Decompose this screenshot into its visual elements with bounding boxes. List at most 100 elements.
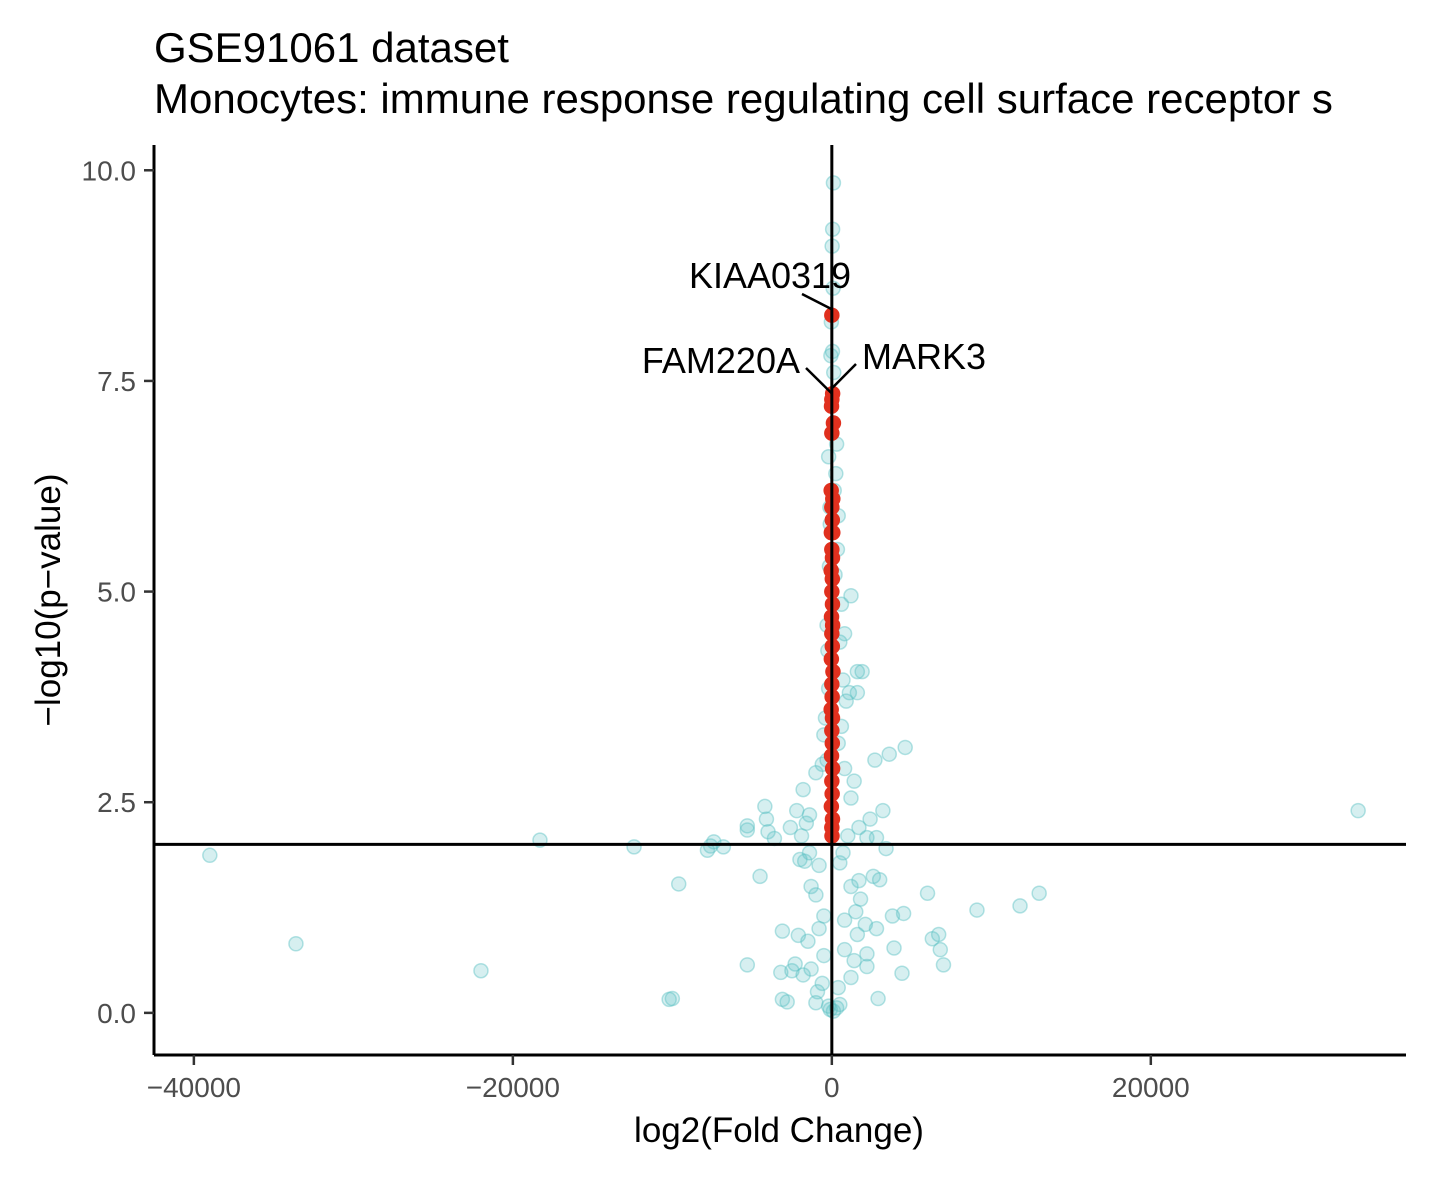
background-point	[859, 946, 875, 962]
background-point	[897, 739, 913, 756]
background-point	[811, 920, 827, 937]
x-tick-label: −40000	[147, 1072, 241, 1103]
background-point	[816, 947, 832, 964]
y-tick-label: 10.0	[82, 155, 137, 186]
background-point	[739, 822, 756, 838]
background-point	[760, 823, 776, 840]
background-point	[803, 878, 819, 895]
background-point	[664, 990, 681, 1007]
background-point	[935, 957, 952, 973]
background-point	[808, 764, 824, 781]
background-point	[825, 364, 842, 381]
background-point	[796, 853, 813, 869]
background-point	[857, 916, 874, 933]
background-point	[757, 798, 773, 815]
background-point	[774, 991, 791, 1008]
background-point	[739, 957, 756, 973]
background-point	[288, 936, 304, 952]
background-point	[1031, 885, 1047, 901]
background-point	[865, 868, 882, 885]
annotation-leader-line	[805, 367, 833, 395]
background-point	[793, 828, 810, 844]
background-point	[811, 857, 827, 874]
chart-title: GSE91061 dataset	[154, 24, 509, 71]
background-point	[790, 927, 807, 944]
background-point	[1012, 898, 1028, 914]
background-point	[841, 684, 858, 701]
y-tick-label: 2.5	[97, 787, 136, 818]
background-point	[752, 868, 768, 885]
y-axis-ticks: 0.0 2.5 5.0 7.5 10.0	[82, 155, 154, 1029]
background-point	[739, 818, 756, 834]
x-tick-label: −20000	[466, 1072, 560, 1103]
background-point	[788, 802, 805, 819]
background-point	[848, 904, 864, 920]
background-point	[202, 847, 218, 864]
background-point	[886, 940, 902, 956]
background-point	[803, 961, 819, 977]
background-point	[798, 815, 815, 832]
background-point	[894, 965, 910, 982]
background-point	[661, 991, 677, 1008]
background-point	[1350, 802, 1366, 819]
background-point	[836, 912, 853, 928]
background-point	[846, 773, 862, 789]
background-point	[836, 941, 853, 958]
y-axis-title: −log10(p−value)	[29, 474, 68, 727]
background-point	[868, 920, 885, 937]
background-point	[784, 962, 800, 979]
background-point	[473, 962, 489, 979]
annotation-leader-line	[801, 292, 833, 311]
gene-annotations: KIAA0319 FAM220A MARK3	[642, 255, 986, 395]
y-tick-label: 7.5	[97, 366, 136, 397]
background-point	[843, 878, 859, 895]
background-point	[814, 975, 831, 992]
background-point	[852, 891, 869, 907]
background-point	[895, 905, 912, 922]
background-point	[870, 990, 886, 1007]
background-point	[849, 663, 866, 680]
background-point	[862, 811, 878, 827]
background-point	[795, 781, 811, 798]
background-point	[808, 995, 824, 1011]
background-point	[843, 969, 859, 986]
background-point	[792, 851, 808, 868]
background-point	[800, 933, 816, 949]
background-point	[840, 828, 856, 844]
x-axis-ticks: −40000 −20000 0 20000	[147, 1055, 1190, 1103]
annotation-leader-line	[831, 363, 857, 389]
background-point	[626, 839, 642, 855]
background-point	[774, 923, 791, 939]
background-point	[924, 930, 941, 947]
background-point	[849, 926, 866, 943]
gene-label: KIAA0319	[689, 255, 851, 296]
background-point	[820, 449, 837, 465]
background-point	[670, 876, 687, 892]
x-axis-title: log2(Fold Change)	[634, 1111, 924, 1150]
background-point	[859, 958, 875, 975]
background-point	[875, 802, 891, 819]
background-point	[932, 941, 949, 958]
background-point	[825, 175, 842, 191]
background-point	[808, 887, 824, 903]
background-point	[884, 908, 901, 924]
background-point	[919, 885, 936, 901]
background-point	[825, 1003, 842, 1019]
background-point	[838, 693, 854, 709]
background-point	[832, 855, 848, 871]
x-tick-label: 0	[824, 1072, 840, 1103]
background-point	[846, 952, 862, 969]
background-point	[881, 746, 898, 762]
y-tick-label: 0.0	[97, 998, 136, 1029]
background-point	[849, 684, 866, 701]
background-point	[758, 811, 775, 827]
background-point	[782, 819, 799, 836]
background-point	[843, 588, 859, 604]
background-point	[779, 994, 795, 1010]
y-tick-label: 5.0	[97, 577, 136, 608]
background-point	[851, 819, 867, 836]
background-point	[702, 838, 719, 854]
chart-subtitle: Monocytes: immune response regulating ce…	[154, 75, 1333, 122]
background-points-group	[202, 175, 1366, 1019]
